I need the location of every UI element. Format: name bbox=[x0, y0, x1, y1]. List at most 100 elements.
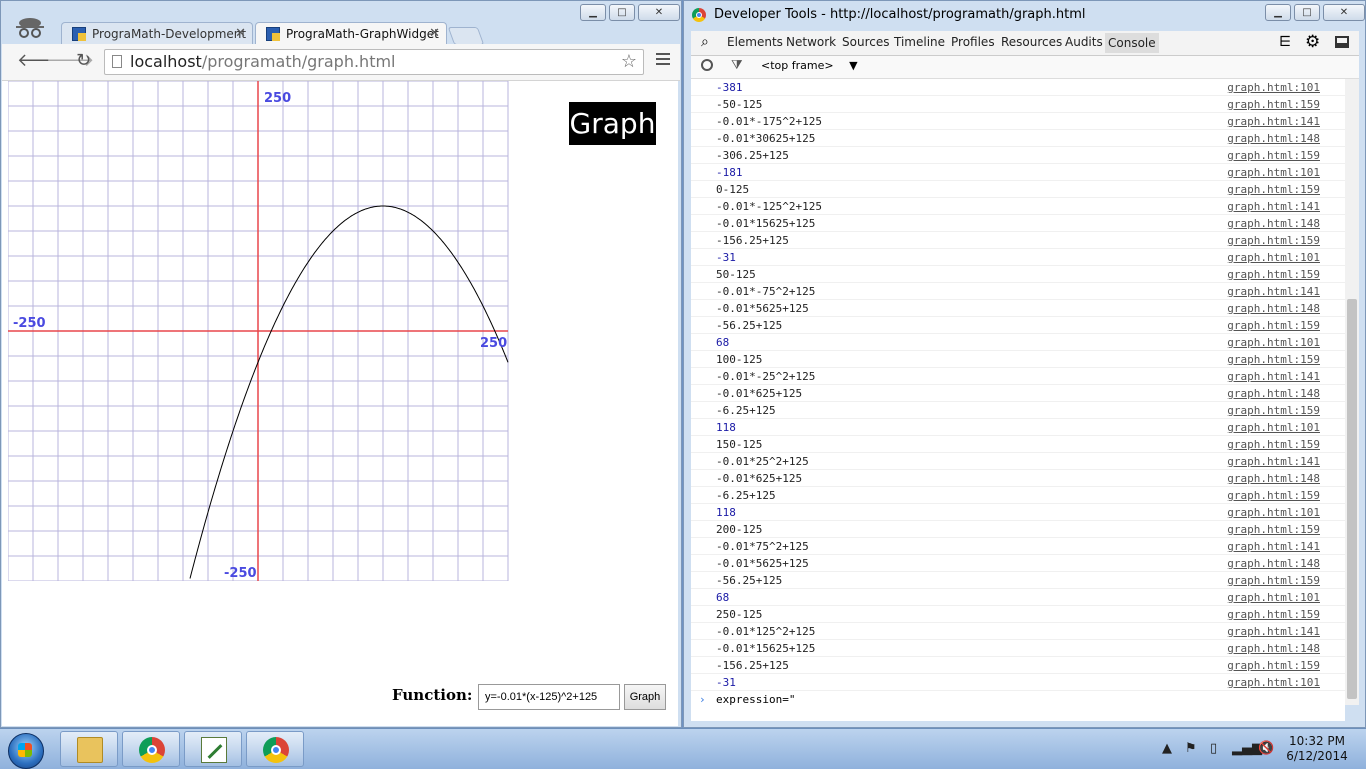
console-source-link[interactable]: graph.html:159 bbox=[1227, 319, 1320, 332]
console-source-link[interactable]: graph.html:159 bbox=[1227, 608, 1320, 621]
chrome-taskbar-button[interactable] bbox=[122, 731, 180, 767]
console-line: -0.01*625+125 graph.html:148 bbox=[691, 385, 1345, 402]
maximize-button[interactable]: □ bbox=[1294, 4, 1320, 21]
new-tab-button[interactable] bbox=[447, 27, 485, 45]
graph-badge: Graph bbox=[569, 102, 656, 145]
tab-profiles[interactable]: Profiles bbox=[951, 35, 995, 49]
console-source-link[interactable]: graph.html:141 bbox=[1227, 200, 1320, 213]
console-source-link[interactable]: graph.html:141 bbox=[1227, 115, 1320, 128]
console-source-link[interactable]: graph.html:101 bbox=[1227, 81, 1320, 94]
console-source-link[interactable]: graph.html:101 bbox=[1227, 166, 1320, 179]
dock-icon[interactable] bbox=[1335, 36, 1349, 48]
close-window-button[interactable]: ✕ bbox=[1323, 4, 1365, 21]
editor-taskbar-button[interactable] bbox=[184, 731, 242, 767]
console-source-link[interactable]: graph.html:148 bbox=[1227, 642, 1320, 655]
clear-console-icon[interactable] bbox=[701, 59, 713, 71]
console-line-text: -0.01*-75^2+125 bbox=[716, 285, 816, 298]
console-source-link[interactable]: graph.html:159 bbox=[1227, 489, 1320, 502]
console-line-text: 200-125 bbox=[716, 523, 763, 536]
console-source-link[interactable]: graph.html:148 bbox=[1227, 387, 1320, 400]
console-source-link[interactable]: graph.html:148 bbox=[1227, 302, 1320, 315]
console-source-link[interactable]: graph.html:141 bbox=[1227, 370, 1320, 383]
close-window-button[interactable]: ✕ bbox=[638, 4, 680, 21]
bookmark-star-icon[interactable]: ☆ bbox=[620, 51, 637, 72]
address-host: localhost bbox=[130, 52, 202, 71]
minimize-button[interactable]: ▁ bbox=[1265, 4, 1291, 21]
tab-development[interactable]: PrograMath-Development ✕ bbox=[61, 22, 253, 44]
graph-button[interactable]: Graph bbox=[624, 684, 666, 710]
console-drawer-icon[interactable]: ⋿ bbox=[1279, 34, 1292, 50]
tab-elements[interactable]: Elements bbox=[727, 35, 783, 49]
tab-timeline[interactable]: Timeline bbox=[894, 35, 946, 49]
close-tab-icon[interactable]: ✕ bbox=[235, 26, 246, 41]
address-bar[interactable]: localhost/programath/graph.html ☆ bbox=[104, 49, 644, 75]
console-source-link[interactable]: graph.html:148 bbox=[1227, 217, 1320, 230]
console-source-link[interactable]: graph.html:141 bbox=[1227, 540, 1320, 553]
tab-audits[interactable]: Audits bbox=[1065, 35, 1103, 49]
console-source-link[interactable]: graph.html:148 bbox=[1227, 557, 1320, 570]
console-line: -0.01*125^2+125 graph.html:141 bbox=[691, 623, 1345, 640]
console-source-link[interactable]: graph.html:159 bbox=[1227, 234, 1320, 247]
start-button[interactable] bbox=[8, 733, 44, 769]
console-source-link[interactable]: graph.html:159 bbox=[1227, 574, 1320, 587]
console-source-link[interactable]: graph.html:159 bbox=[1227, 438, 1320, 451]
console-line-text: 100-125 bbox=[716, 353, 763, 366]
frame-select[interactable]: <top frame> ▼ bbox=[761, 59, 858, 72]
console-source-link[interactable]: graph.html:159 bbox=[1227, 268, 1320, 281]
console-source-link[interactable]: graph.html:159 bbox=[1227, 404, 1320, 417]
console-source-link[interactable]: graph.html:159 bbox=[1227, 98, 1320, 111]
console-source-link[interactable]: graph.html:101 bbox=[1227, 251, 1320, 264]
console-source-link[interactable]: graph.html:141 bbox=[1227, 455, 1320, 468]
chrome-taskbar-button-2[interactable] bbox=[246, 731, 304, 767]
tab-console[interactable]: Console bbox=[1105, 33, 1159, 53]
system-clock[interactable]: 10:32 PM 6/12/2014 bbox=[1282, 734, 1352, 764]
console-source-link[interactable]: graph.html:159 bbox=[1227, 523, 1320, 536]
console-source-link[interactable]: graph.html:141 bbox=[1227, 285, 1320, 298]
console-scrollbar[interactable] bbox=[1345, 79, 1359, 705]
search-icon[interactable]: ⌕ bbox=[701, 34, 709, 50]
console-source-link[interactable]: graph.html:148 bbox=[1227, 472, 1320, 485]
console-source-link[interactable]: graph.html:101 bbox=[1227, 421, 1320, 434]
console-line-text: -0.01*-175^2+125 bbox=[716, 115, 822, 128]
filter-icon[interactable]: ⧩ bbox=[731, 58, 743, 73]
console-source-link[interactable]: graph.html:159 bbox=[1227, 183, 1320, 196]
back-arrow-icon[interactable]: 🡐 bbox=[17, 50, 66, 71]
console-source-link[interactable]: graph.html:101 bbox=[1227, 676, 1320, 689]
gear-icon[interactable]: ⚙ bbox=[1305, 32, 1321, 52]
maximize-button[interactable]: □ bbox=[609, 4, 635, 21]
tab-resources[interactable]: Resources bbox=[1001, 35, 1063, 49]
console-source-link[interactable]: graph.html:141 bbox=[1227, 625, 1320, 638]
console-source-link[interactable]: graph.html:101 bbox=[1227, 336, 1320, 349]
close-tab-icon[interactable]: ✕ bbox=[429, 26, 440, 41]
tab-graphwidget[interactable]: PrograMath-GraphWidget ✕ bbox=[255, 22, 447, 44]
show-hidden-icons-icon[interactable]: ▲ bbox=[1162, 741, 1172, 756]
scrollbar-thumb[interactable] bbox=[1347, 299, 1357, 699]
console-source-link[interactable]: graph.html:159 bbox=[1227, 149, 1320, 162]
minimize-button[interactable]: ▁ bbox=[580, 4, 606, 21]
console-source-link[interactable]: graph.html:101 bbox=[1227, 591, 1320, 604]
tab-network[interactable]: Network bbox=[786, 35, 837, 49]
graph-axes bbox=[8, 81, 508, 581]
function-input[interactable] bbox=[478, 684, 620, 710]
menu-icon[interactable] bbox=[656, 53, 670, 68]
volume-muted-icon[interactable]: 🔇 bbox=[1258, 741, 1275, 756]
console-source-link[interactable]: graph.html:101 bbox=[1227, 506, 1320, 519]
console-source-link[interactable]: graph.html:159 bbox=[1227, 659, 1320, 672]
forward-arrow-icon[interactable]: 🡒 bbox=[46, 50, 95, 71]
console-source-link[interactable]: graph.html:159 bbox=[1227, 353, 1320, 366]
prompt-chevron-icon: › bbox=[699, 693, 706, 706]
battery-icon[interactable]: ▯ bbox=[1210, 741, 1218, 756]
console-prompt[interactable]: › expression=" bbox=[691, 691, 1345, 708]
console-input[interactable]: expression=" bbox=[716, 693, 796, 706]
tab-sources[interactable]: Sources bbox=[842, 35, 890, 49]
taskbar: ▲ ⚑ ▯ ▂▄▆ 🔇 10:32 PM 6/12/2014 bbox=[0, 728, 1366, 769]
network-signal-icon[interactable]: ▂▄▆ bbox=[1232, 741, 1262, 756]
console-source-link[interactable]: graph.html:148 bbox=[1227, 132, 1320, 145]
console-line-text: -306.25+125 bbox=[716, 149, 789, 162]
explorer-taskbar-button[interactable] bbox=[60, 731, 118, 767]
reload-icon[interactable]: ↻ bbox=[76, 50, 92, 71]
console-line-text: 118 bbox=[716, 506, 736, 519]
action-center-flag-icon[interactable]: ⚑ bbox=[1185, 741, 1197, 756]
console-line: -0.01*15625+125 graph.html:148 bbox=[691, 640, 1345, 657]
console-output[interactable]: -381 graph.html:101 -50-125 graph.html:159-… bbox=[691, 79, 1345, 721]
